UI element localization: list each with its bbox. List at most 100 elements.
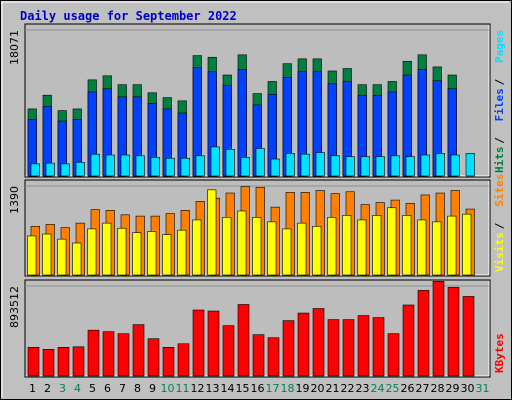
- bar-kbytes-day-29: [447, 287, 460, 377]
- x-tick-label-day-11: 11: [176, 382, 190, 395]
- x-tick-label-day-22: 22: [341, 382, 355, 395]
- x-tick-label-day-18: 18: [281, 382, 295, 395]
- bar-visits-day-2: [42, 233, 52, 276]
- panel-top-bars: [27, 54, 475, 177]
- panel-bottom-max-label: 893512: [8, 286, 21, 328]
- bar-kbytes-day-24: [372, 317, 385, 377]
- bar-visits-day-24: [372, 215, 382, 276]
- x-tick-label-day-6: 6: [104, 382, 111, 395]
- x-tick-label-day-20: 20: [311, 382, 325, 395]
- bar-pages-day-9: [150, 157, 160, 177]
- x-tick-label-day-14: 14: [221, 382, 235, 395]
- bar-visits-day-1: [27, 235, 37, 276]
- bar-visits-day-14: [222, 217, 232, 276]
- bar-visits-day-12: [192, 219, 202, 276]
- bar-visits-day-11: [177, 229, 187, 276]
- bar-pages-day-10: [165, 157, 175, 177]
- bar-pages-day-23: [360, 156, 370, 177]
- bar-pages-day-19: [300, 153, 310, 177]
- bar-kbytes-day-22: [342, 319, 355, 377]
- x-tick-label-day-17: 17: [266, 382, 280, 395]
- bar-kbytes-day-17: [267, 337, 280, 377]
- bar-pages-day-6: [105, 154, 115, 177]
- bar-kbytes-day-5: [87, 329, 100, 377]
- bar-pages-day-24: [375, 156, 385, 177]
- bar-pages-day-4: [75, 161, 85, 177]
- bar-visits-day-20: [312, 226, 322, 276]
- panel-middle: 1390 Visits / Sites: [8, 174, 506, 277]
- legend-pages: Pages: [493, 30, 506, 63]
- x-tick-label-day-8: 8: [134, 382, 141, 395]
- bar-kbytes-day-20: [312, 308, 325, 377]
- bar-visits-day-7: [117, 227, 127, 276]
- bar-kbytes-day-3: [57, 346, 70, 377]
- x-tick-label-day-21: 21: [326, 382, 340, 395]
- bar-pages-day-30: [465, 153, 475, 177]
- x-tick-label-day-4: 4: [74, 382, 81, 395]
- x-tick-label-day-26: 26: [401, 382, 415, 395]
- x-tick-label-day-9: 9: [149, 382, 156, 395]
- x-tick-label-day-7: 7: [119, 382, 126, 395]
- bar-pages-day-3: [60, 163, 70, 177]
- legend-separator: /: [493, 137, 506, 144]
- bar-visits-day-26: [402, 215, 412, 276]
- bar-visits-day-8: [132, 232, 142, 276]
- panel-top-max-label: 18071: [8, 30, 21, 65]
- panel-middle-bars: [27, 186, 475, 276]
- bar-visits-day-9: [147, 231, 157, 276]
- bar-pages-day-11: [180, 157, 190, 177]
- bar-kbytes-day-21: [327, 319, 340, 377]
- bar-kbytes-day-8: [132, 324, 145, 377]
- bar-pages-day-2: [45, 162, 55, 177]
- x-tick-label-day-25: 25: [386, 382, 400, 395]
- panel-middle-max-label: 1390: [8, 186, 21, 214]
- bar-pages-day-22: [345, 156, 355, 177]
- bar-kbytes-day-14: [222, 325, 235, 377]
- bar-pages-day-17: [270, 158, 280, 177]
- bar-visits-day-6: [102, 222, 112, 276]
- bar-kbytes-day-23: [357, 315, 370, 377]
- bar-kbytes-day-1: [27, 346, 40, 377]
- panel-bottom: 893512 KBytes: [8, 279, 506, 378]
- x-tick-label-day-23: 23: [356, 382, 370, 395]
- bar-visits-day-19: [297, 222, 307, 276]
- bar-kbytes-day-4: [72, 346, 85, 377]
- bar-pages-day-25: [390, 155, 400, 177]
- x-tick-label-day-30: 30: [461, 382, 475, 395]
- bar-kbytes-day-2: [42, 349, 55, 377]
- bar-visits-day-3: [57, 238, 67, 276]
- bar-kbytes-day-25: [387, 333, 400, 377]
- x-axis-labels: 1 2 3 4 5 6 7 8 9 10 11 12 13 14 15 16 17 18 19 20 21 22 23 24 2…: [29, 382, 490, 395]
- bar-visits-day-21: [327, 217, 337, 276]
- x-tick-label-day-31: 31: [476, 382, 490, 395]
- bar-pages-day-20: [315, 152, 325, 177]
- bar-pages-day-5: [90, 153, 100, 177]
- bar-pages-day-8: [135, 155, 145, 177]
- bar-visits-day-23: [357, 219, 367, 276]
- legend-hits: Hits: [493, 147, 506, 174]
- bar-kbytes-day-26: [402, 304, 415, 377]
- bar-pages-day-16: [255, 148, 265, 177]
- bar-kbytes-day-12: [192, 309, 205, 377]
- bar-pages-day-28: [435, 153, 445, 177]
- x-tick-label-day-27: 27: [416, 382, 430, 395]
- bar-pages-day-7: [120, 154, 130, 177]
- bar-visits-day-25: [387, 207, 397, 276]
- bar-kbytes-day-11: [177, 343, 190, 377]
- bar-visits-day-5: [87, 228, 97, 276]
- bar-visits-day-17: [267, 221, 277, 276]
- bar-kbytes-day-16: [252, 334, 265, 377]
- bar-kbytes-day-28: [432, 281, 445, 377]
- chart-title: Daily usage for September 2022: [20, 9, 237, 23]
- bar-pages-day-29: [450, 154, 460, 177]
- bar-pages-day-13: [210, 146, 220, 177]
- x-tick-label-day-10: 10: [161, 382, 175, 395]
- bar-visits-day-29: [447, 215, 457, 276]
- bar-visits-day-27: [417, 219, 427, 276]
- x-tick-label-day-24: 24: [371, 382, 385, 395]
- x-tick-label-day-28: 28: [431, 382, 445, 395]
- x-tick-label-day-12: 12: [191, 382, 205, 395]
- bar-visits-day-10: [162, 234, 172, 276]
- bar-kbytes-day-13: [207, 310, 220, 377]
